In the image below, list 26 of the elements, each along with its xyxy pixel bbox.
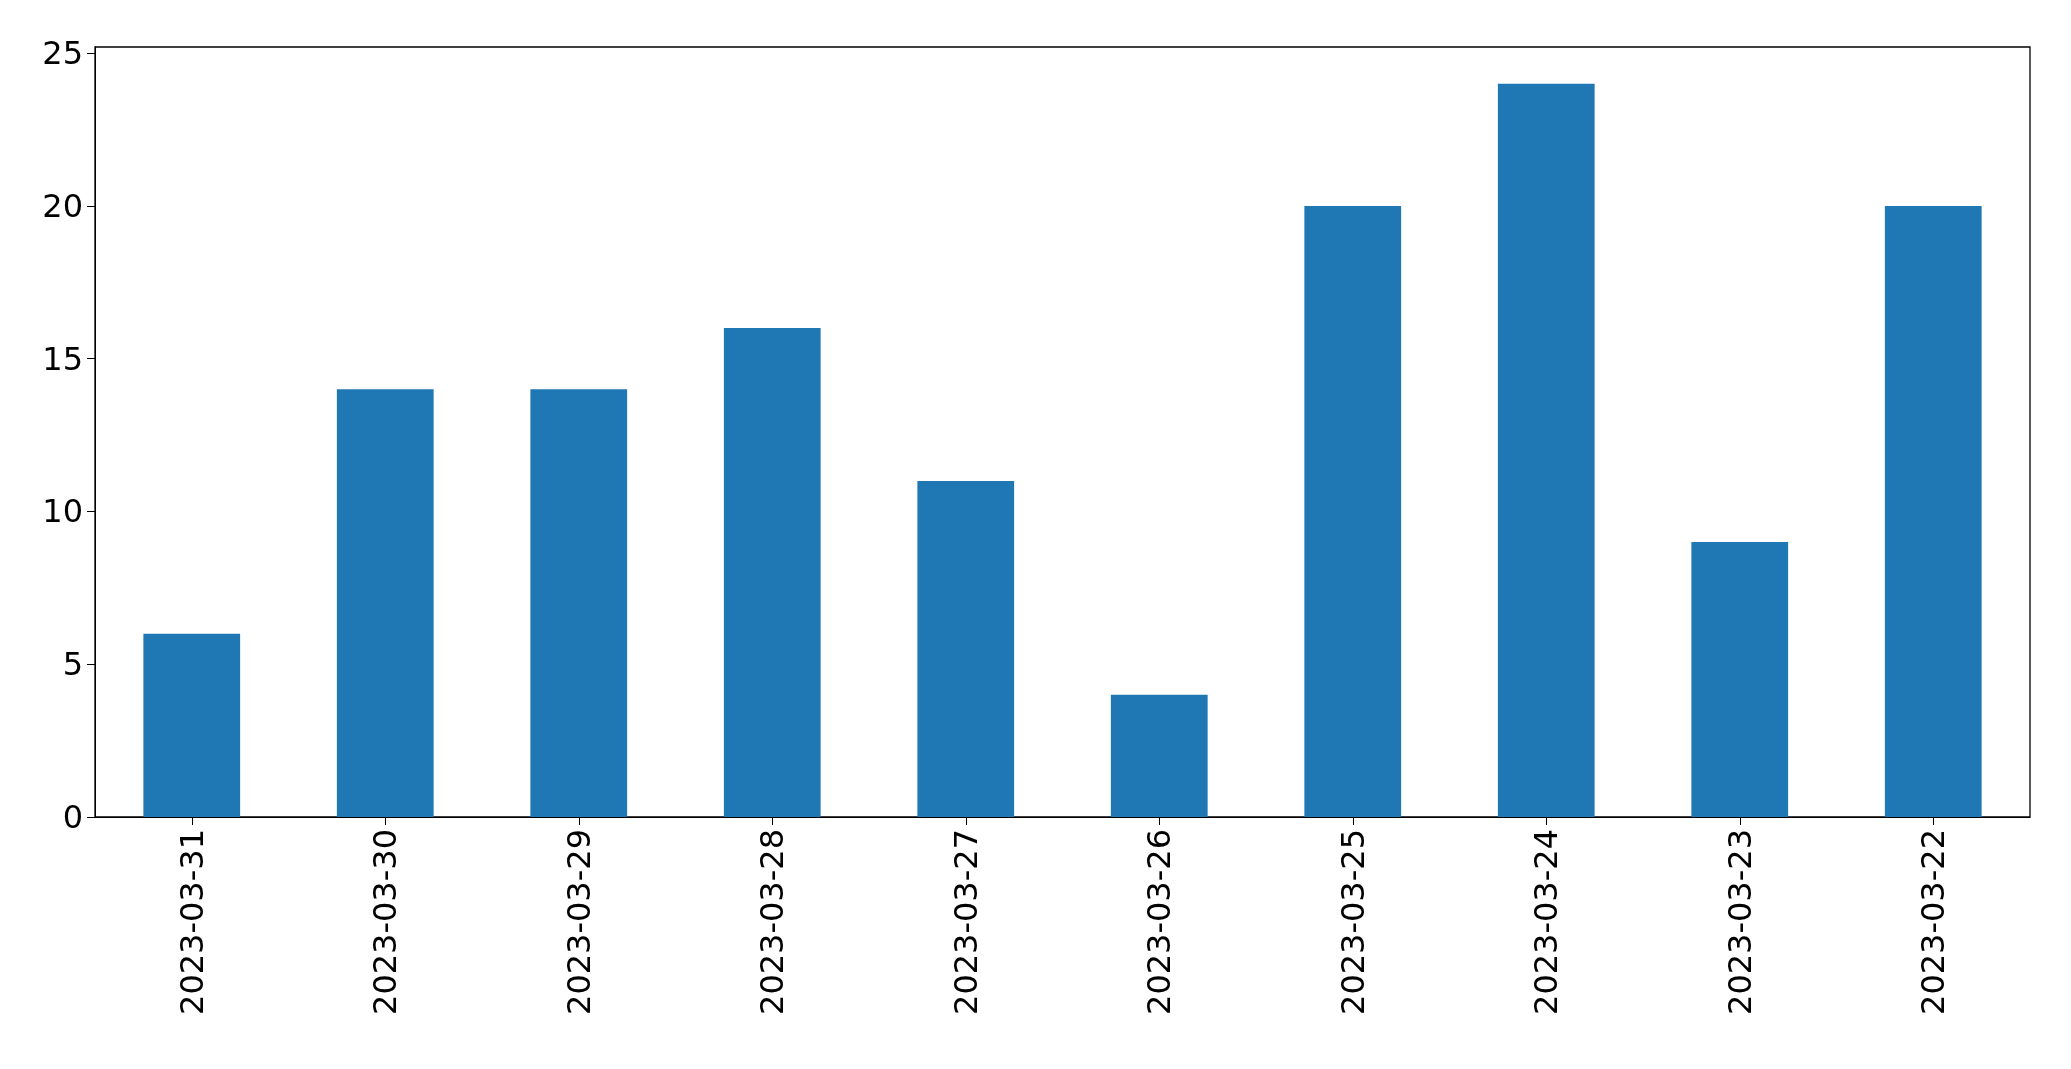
bar	[1304, 205, 1402, 817]
x-tick-label: 2023-03-24	[1527, 829, 1566, 1015]
x-tick-label: 2023-03-30	[366, 829, 405, 1015]
y-tick-label: 20	[42, 186, 83, 225]
bar	[336, 389, 434, 817]
x-tick-label: 2023-03-25	[1333, 829, 1372, 1015]
bar	[1110, 694, 1208, 817]
y-tick-label: 0	[62, 798, 83, 836]
bar	[917, 480, 1015, 817]
y-tick-label: 25	[42, 34, 83, 73]
y-tick-label: 15	[42, 339, 83, 378]
bar	[723, 328, 821, 817]
x-tick-label: 2023-03-31	[172, 829, 211, 1015]
x-tick-label: 2023-03-28	[753, 829, 792, 1015]
y-tick-label: 5	[62, 645, 83, 684]
x-tick-label: 2023-03-22	[1914, 829, 1953, 1015]
x-tick-label: 2023-03-29	[559, 829, 598, 1015]
bar	[1884, 205, 1982, 817]
bar	[1691, 542, 1789, 817]
bar	[143, 633, 241, 817]
x-tick-label: 2023-03-26	[1140, 829, 1179, 1015]
x-tick-label: 2023-03-23	[1720, 829, 1759, 1015]
x-tick-label: 2023-03-27	[946, 829, 985, 1015]
bar	[1497, 83, 1595, 817]
y-tick-label: 10	[42, 492, 83, 531]
bar	[530, 389, 628, 817]
